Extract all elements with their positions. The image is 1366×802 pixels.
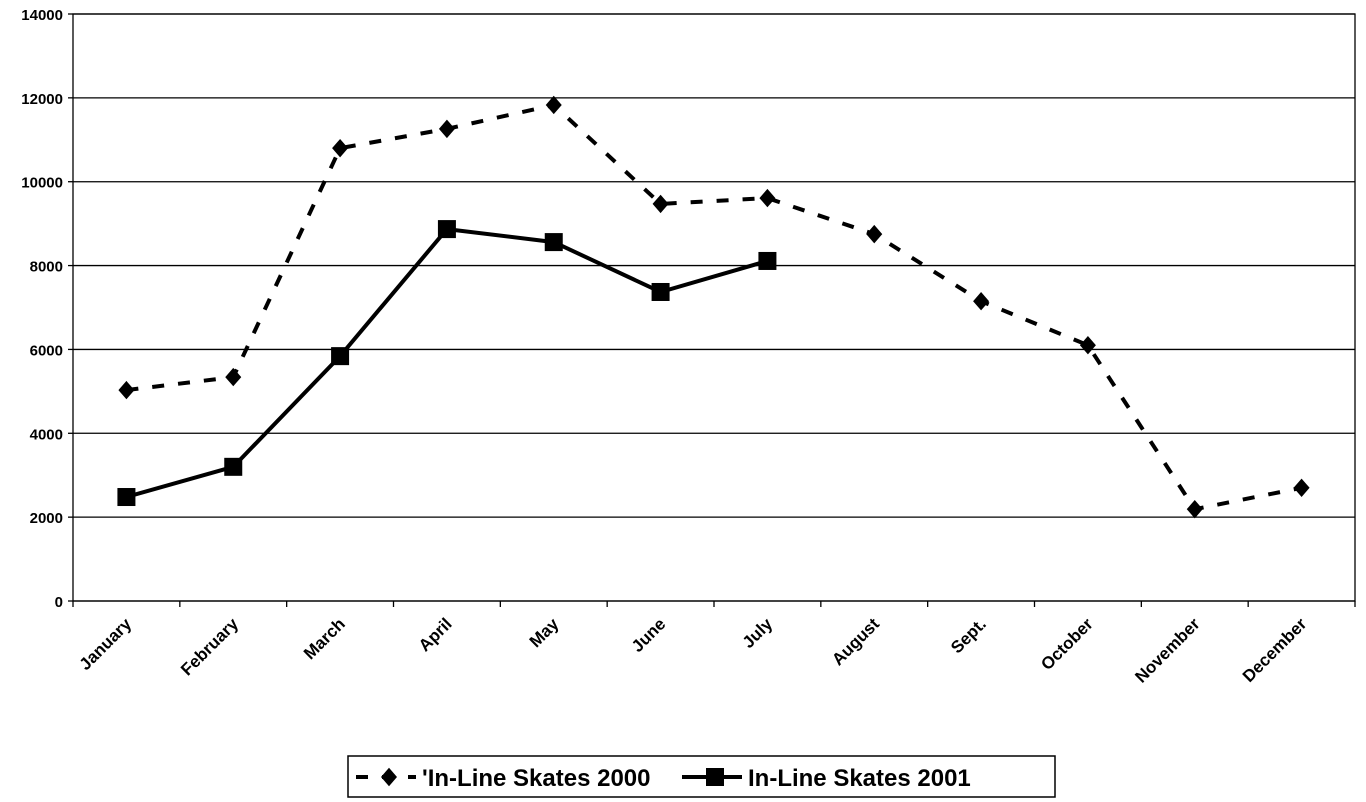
y-tick-label: 8000 [30,259,63,276]
marker [332,138,349,158]
x-tick-label: April [415,614,456,655]
y-tick-label: 0 [55,594,63,611]
x-tick-label: January [76,614,136,674]
marker [1293,478,1310,497]
marker [438,119,455,139]
marker [973,292,990,311]
x-tick-label: July [739,614,777,652]
y-tick-label: 14000 [21,7,63,24]
y-tick-label: 2000 [30,510,63,527]
series-line [126,102,1302,512]
marker [1079,336,1096,355]
marker [544,233,563,252]
marker [437,220,456,239]
legend-box [347,755,1056,798]
marker [1186,499,1203,519]
y-tick-label: 10000 [21,175,63,192]
y-tick-label: 4000 [30,426,63,443]
x-tick-label: November [1131,614,1203,686]
marker [545,95,562,115]
marker [224,457,243,476]
series-line [125,226,768,499]
y-tick-label: 6000 [30,342,63,359]
x-tick-label: February [177,614,242,679]
marker [651,282,670,301]
legend-label: 'In-Line Skates 2000 [422,765,650,792]
marker [331,347,350,366]
marker [117,488,136,507]
x-tick-label: December [1239,614,1311,686]
marker [866,224,883,244]
x-tick-label: Sept. [947,614,990,657]
x-tick-label: August [828,614,883,669]
x-tick-label: May [526,614,563,651]
x-tick-label: June [628,614,669,655]
x-tick-label: October [1037,614,1097,674]
legend-label: In-Line Skates 2001 [748,765,971,792]
marker [758,251,777,270]
y-tick-label: 12000 [21,91,63,108]
legend-marker [381,767,397,787]
x-tick-label: March [300,614,349,663]
marker [225,367,242,387]
legend-marker [706,768,724,786]
marker [759,188,776,208]
marker [652,194,669,214]
marker [118,380,135,400]
